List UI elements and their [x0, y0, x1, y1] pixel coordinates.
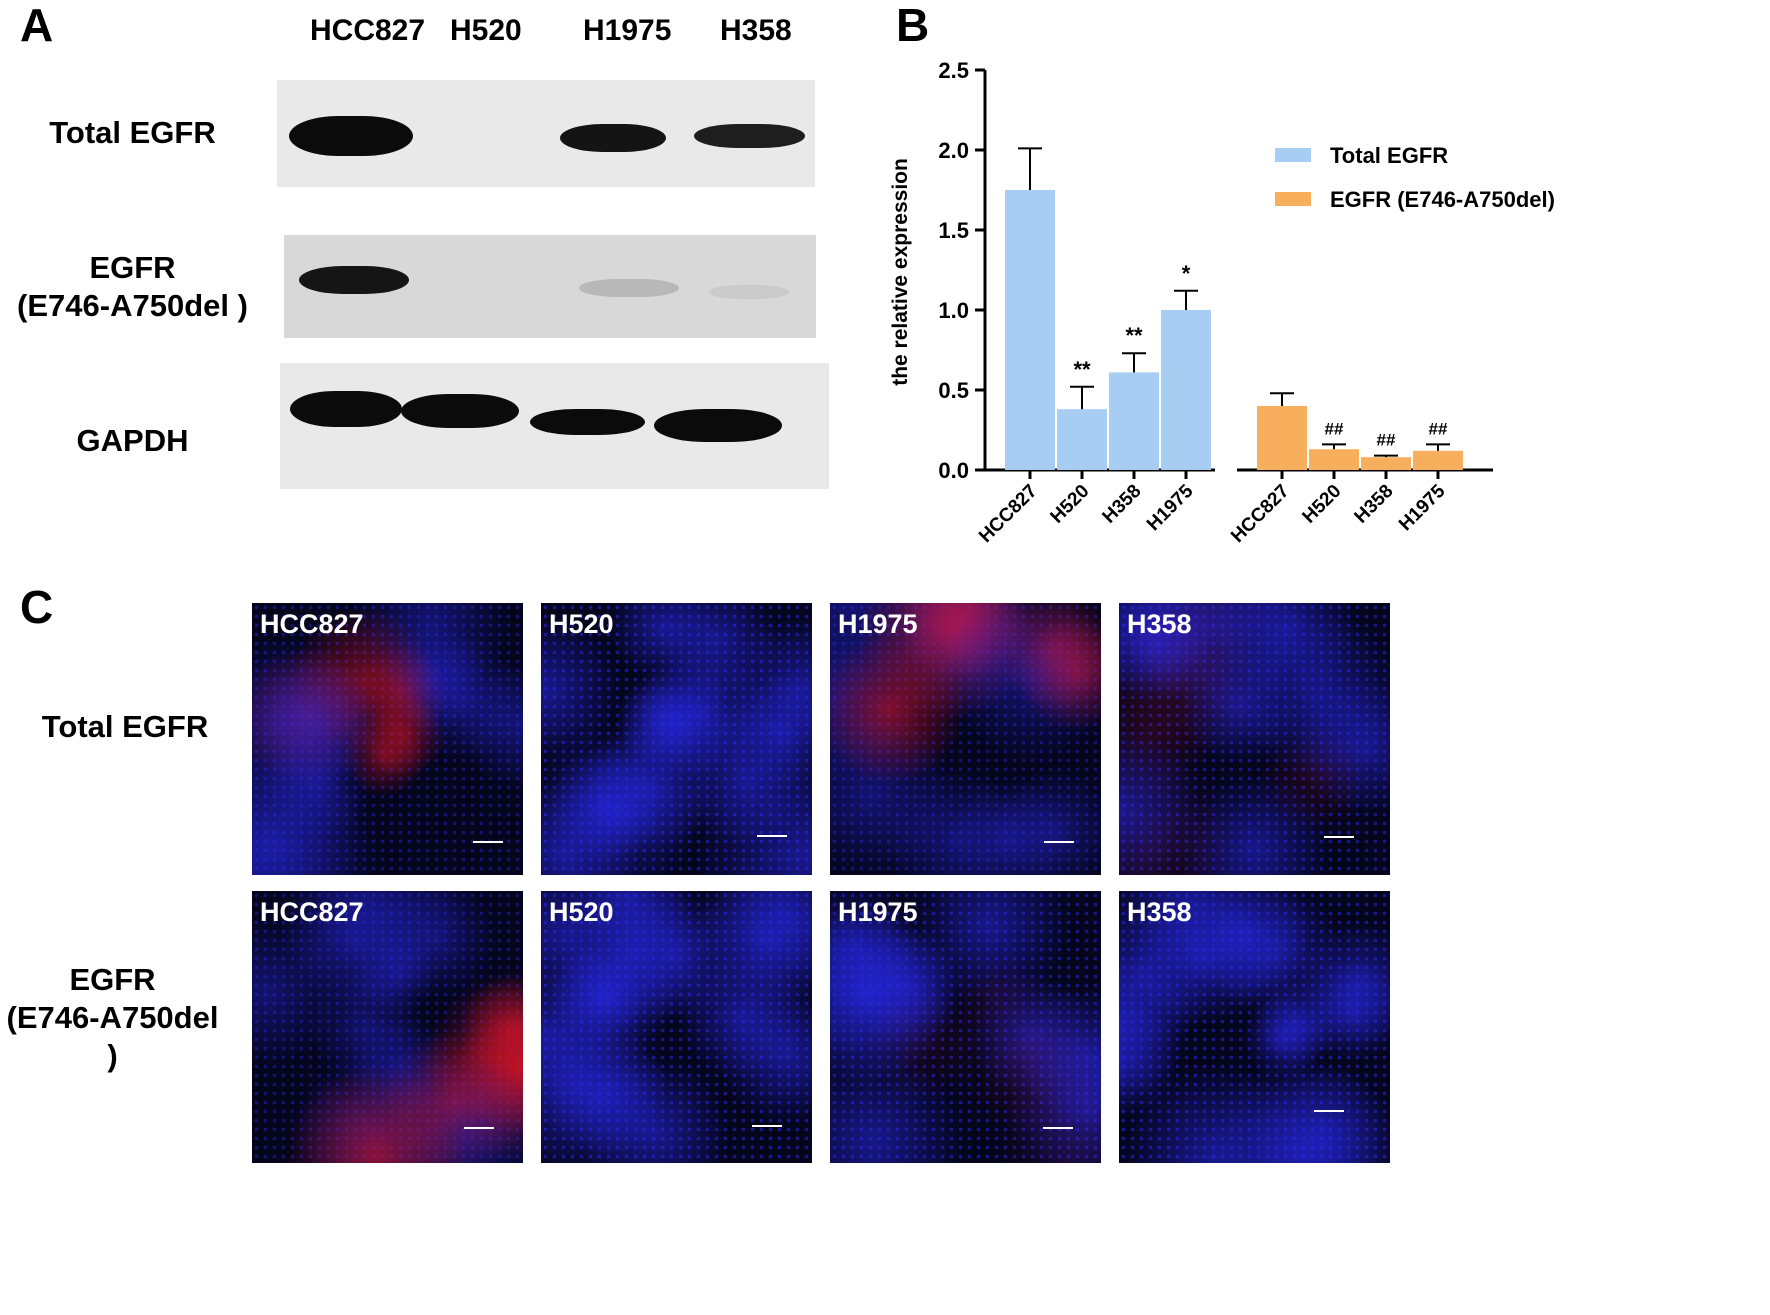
blot-band — [709, 285, 789, 299]
scale-bar — [1314, 1110, 1344, 1112]
y-tick-label: 2.5 — [938, 58, 969, 83]
scale-bar — [1324, 836, 1354, 838]
blot-row-label-gapdh: GAPDH — [40, 422, 225, 460]
significance-label: ## — [1429, 419, 1448, 438]
bar — [1361, 457, 1411, 470]
bar — [1309, 449, 1359, 470]
blot-row-label-line2: (E746-A750del ) — [17, 288, 248, 323]
tile-cell-line-label: HCC827 — [260, 609, 364, 639]
y-tick-label: 0.0 — [938, 458, 969, 483]
blot-row-label-line1: Total EGFR — [49, 115, 216, 150]
tile-cell-line-label: H358 — [1127, 897, 1192, 927]
western-blot-gapdh — [280, 363, 829, 489]
panel-letter-c: C — [20, 581, 54, 633]
bar-chart: 0.0 0.5 1.0 1.5 2.0 2.5 the relative expressio… — [889, 58, 1555, 547]
fluorescence-image-tile: H358 — [1119, 603, 1390, 875]
legend-label: Total EGFR — [1330, 143, 1448, 168]
lane-label-h520: H520 — [450, 14, 522, 47]
scale-bar — [752, 1125, 782, 1127]
bar — [1109, 372, 1159, 470]
y-tick-label: 1.5 — [938, 218, 969, 243]
blot-band — [530, 409, 645, 435]
blot-band — [579, 279, 679, 297]
legend-swatch — [1275, 148, 1311, 162]
lane-label-h1975: H1975 — [583, 14, 672, 47]
bar — [1057, 409, 1107, 470]
x-tick-label: H358 — [1351, 481, 1398, 528]
scale-bar — [757, 835, 787, 837]
fluorescence-image-tile: H520 — [541, 891, 812, 1163]
blot-band — [299, 266, 409, 294]
y-axis-label: the relative expression — [889, 158, 912, 386]
blot-band — [401, 394, 519, 428]
scale-bar — [1044, 841, 1074, 843]
scale-bar — [464, 1127, 494, 1129]
y-tick-label: 0.5 — [938, 378, 969, 403]
blot-row-label-total-egfr: Total EGFR — [40, 114, 225, 152]
western-blot-total-egfr — [277, 80, 815, 187]
fluorescence-image-tile: H358 — [1119, 891, 1390, 1163]
legend-label: EGFR (E746-A750del) — [1330, 187, 1555, 212]
significance-label: ## — [1377, 431, 1396, 450]
x-tick-label: HCC827 — [975, 481, 1041, 547]
tile-cell-line-label: H520 — [549, 897, 614, 927]
tile-cell-line-label: H1975 — [838, 897, 918, 927]
fluorescence-image-tile: HCC827 — [252, 603, 523, 875]
significance-label: ** — [1125, 323, 1143, 348]
tile-cell-line-label: H520 — [549, 609, 614, 639]
panel-letter-b: B — [896, 0, 930, 51]
blot-band — [560, 124, 666, 152]
blot-band — [654, 409, 782, 442]
significance-label: * — [1182, 261, 1191, 286]
tile-cell-line-label: H358 — [1127, 609, 1192, 639]
ifc-row-label-egfr-mutant: EGFR (E746-A750del ) — [0, 961, 225, 1075]
bar — [1257, 406, 1307, 470]
western-blot-egfr-mutant — [284, 235, 816, 338]
x-tick-label: H1975 — [1143, 480, 1198, 535]
ifc-row-label-line2: (E746-A750del ) — [6, 1000, 219, 1073]
bar — [1161, 310, 1211, 470]
bar — [1413, 450, 1463, 470]
significance-label: ** — [1073, 357, 1091, 382]
panel-letter-a: A — [20, 0, 54, 51]
x-tick-label: H520 — [1047, 481, 1094, 528]
x-tick-label: H1975 — [1395, 480, 1450, 535]
x-tick-label: H358 — [1099, 481, 1146, 528]
blot-row-label-line1: GAPDH — [76, 423, 189, 458]
blot-band — [694, 124, 805, 148]
blot-band — [289, 116, 413, 156]
ifc-row-label-total-egfr: Total EGFR — [20, 708, 230, 746]
fluorescence-image-tile: H1975 — [830, 891, 1101, 1163]
scale-bar — [1043, 1127, 1073, 1129]
fluorescence-image-tile: H520 — [541, 603, 812, 875]
x-tick-label: H520 — [1299, 481, 1346, 528]
lane-label-h358: H358 — [720, 14, 792, 47]
x-tick-label: HCC827 — [1227, 481, 1293, 547]
blot-row-label-egfr-mutant: EGFR (E746-A750del ) — [10, 249, 255, 325]
tile-cell-line-label: H1975 — [838, 609, 918, 639]
bar — [1005, 190, 1055, 470]
fluorescence-image-tile: HCC827 — [252, 891, 523, 1163]
ifc-row-label-line1: Total EGFR — [41, 709, 209, 744]
significance-label: ## — [1325, 419, 1344, 438]
scale-bar — [473, 841, 503, 843]
lane-label-hcc827: HCC827 — [310, 14, 426, 47]
fluorescence-image-tile: H1975 — [830, 603, 1101, 875]
blot-row-label-line1: EGFR — [89, 250, 176, 285]
legend-swatch — [1275, 192, 1311, 206]
tile-cell-line-label: HCC827 — [260, 897, 364, 927]
y-tick-label: 1.0 — [938, 298, 969, 323]
y-tick-label: 2.0 — [938, 138, 969, 163]
ifc-row-label-line1: EGFR — [69, 962, 156, 997]
blot-band — [290, 391, 402, 427]
